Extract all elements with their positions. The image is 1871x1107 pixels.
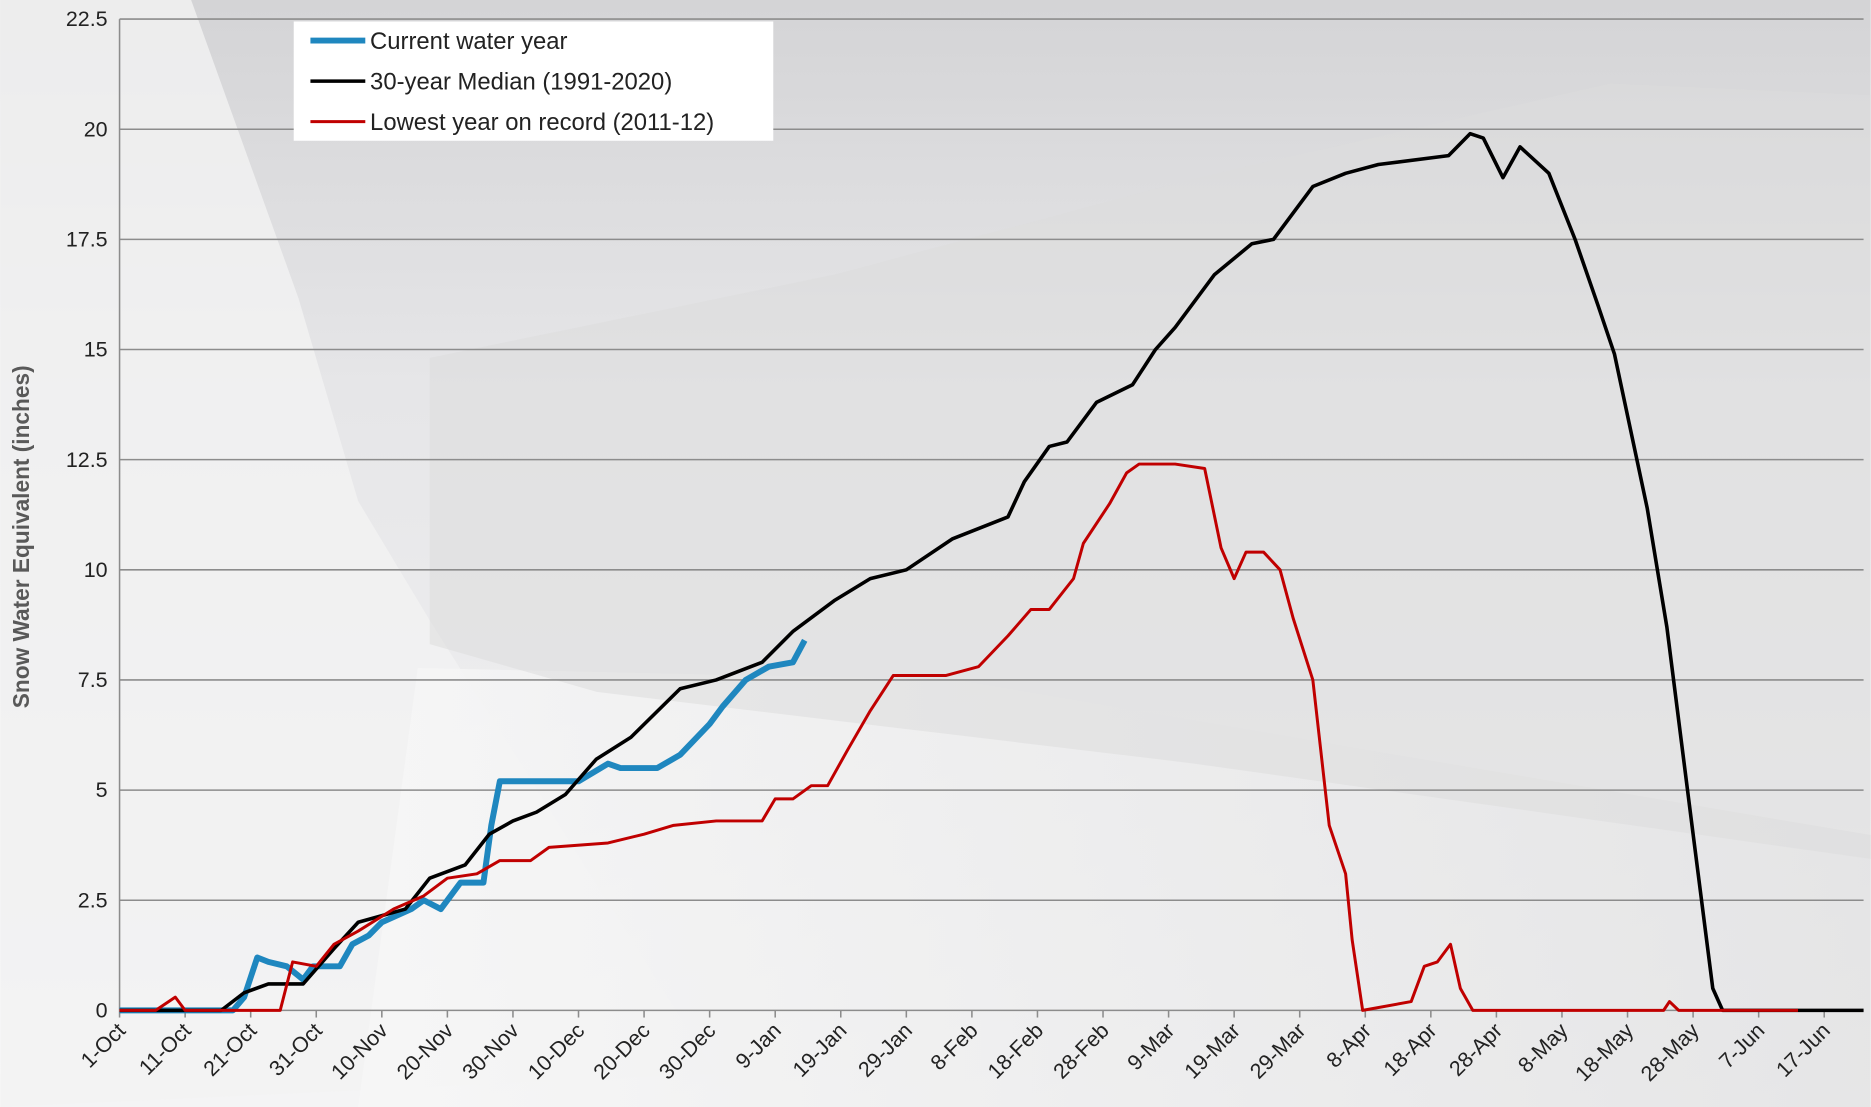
y-tick-label: 5 (96, 778, 108, 802)
y-tick-label: 17.5 (66, 228, 108, 252)
y-tick-label: 22.5 (66, 7, 108, 31)
y-tick-label: 20 (84, 117, 108, 141)
y-tick-label: 15 (84, 338, 108, 362)
chart: 02.557.51012.51517.52022.51-Oct11-Oct21-… (0, 0, 1871, 1107)
legend: Current water year 30-year Median (1991-2… (294, 21, 774, 140)
y-tick-label: 10 (84, 558, 108, 582)
y-tick-label: 12.5 (66, 448, 108, 472)
y-tick-label: 2.5 (78, 888, 108, 912)
page: {"chart_data": { "type": "line", "y_labe… (0, 0, 1871, 1107)
legend-label: 30-year Median (1991-2020) (370, 68, 672, 95)
y-tick-label: 0 (96, 999, 108, 1023)
legend-label: Current water year (370, 28, 568, 55)
y-axis-label: Snow Water Equivalent (inches) (8, 365, 34, 708)
y-tick-label: 7.5 (78, 668, 108, 692)
legend-label: Lowest year on record (2011-12) (370, 109, 714, 136)
